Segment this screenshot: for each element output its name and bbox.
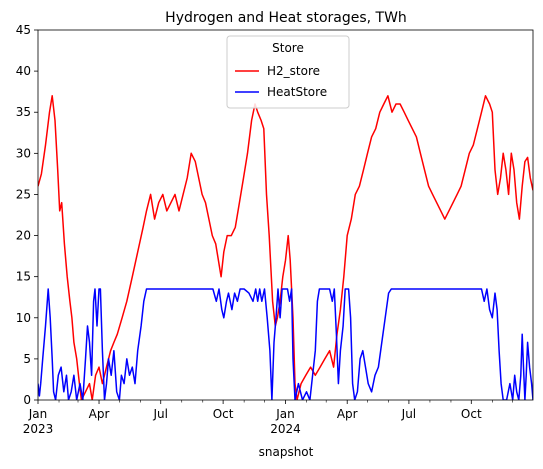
legend-box xyxy=(226,35,350,109)
y-tick-label: 25 xyxy=(16,187,31,201)
y-tick-label: 20 xyxy=(16,229,31,243)
y-tick-label: 0 xyxy=(23,393,31,407)
series-line-h2-store xyxy=(38,95,533,400)
y-tick-label: 5 xyxy=(23,352,31,366)
x-tick-label: Jul xyxy=(401,407,416,421)
y-tick-label: 45 xyxy=(16,23,31,37)
x-tick-label: Apr xyxy=(89,407,110,421)
chart-title: Hydrogen and Heat storages, TWh xyxy=(165,10,407,26)
legend: Store H2_store HeatStore xyxy=(226,35,350,109)
x-tick-label: Jan xyxy=(28,407,48,421)
legend-title: Store xyxy=(272,41,304,55)
x-tick-label: Jul xyxy=(152,407,167,421)
legend-label-heatstore: HeatStore xyxy=(267,85,327,99)
series-line-heatstore xyxy=(38,288,533,400)
y-tick-label: 10 xyxy=(16,311,31,325)
x-tick-year-label: 2024 xyxy=(270,422,301,436)
y-tick-label: 35 xyxy=(16,105,31,119)
x-tick-year-label: 2023 xyxy=(23,422,54,436)
y-tick-label: 30 xyxy=(16,146,31,160)
x-tick-label: Oct xyxy=(213,407,234,421)
x-axis-label: snapshot xyxy=(259,445,314,459)
x-tick-label: Oct xyxy=(461,407,482,421)
x-tick-label: Apr xyxy=(337,407,358,421)
y-tick-label: 40 xyxy=(16,64,31,78)
legend-label-h2-store: H2_store xyxy=(267,64,320,78)
y-tick-label: 15 xyxy=(16,270,31,284)
series-group xyxy=(38,95,533,400)
y-axis: 0 5 10 15 20 25 30 35 40 45 xyxy=(16,23,38,407)
x-tick-label: Jan xyxy=(275,407,295,421)
